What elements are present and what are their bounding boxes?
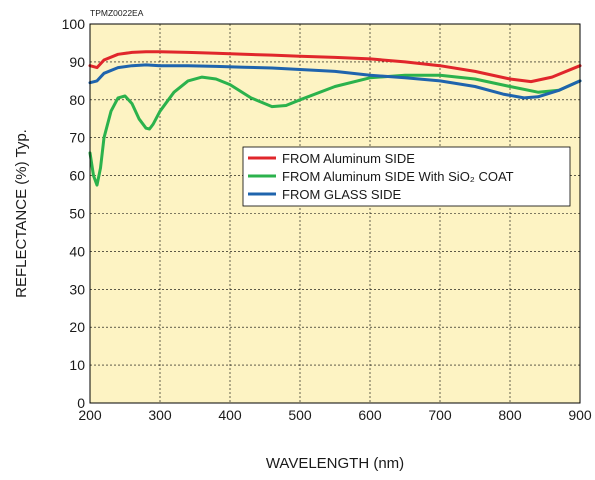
legend: FROM Aluminum SIDE FROM Aluminum SIDE Wit… [242, 146, 571, 207]
y-tick-label: 90 [69, 54, 85, 70]
x-tick-label: 300 [148, 407, 172, 423]
x-tick-label: 200 [78, 407, 102, 423]
legend-label: FROM GLASS SIDE [282, 187, 402, 202]
y-tick-label: 80 [69, 92, 85, 108]
x-tick-label: 600 [358, 407, 382, 423]
legend-label: FROM Aluminum SIDE [282, 151, 415, 166]
x-tick-label: 900 [568, 407, 592, 423]
y-tick-label: 10 [69, 357, 85, 373]
plot-frame [89, 23, 581, 404]
series-line-0 [88, 50, 582, 84]
x-tick-label: 500 [288, 407, 312, 423]
y-tick-label: 20 [69, 319, 85, 335]
y-tick-label: 30 [69, 281, 85, 297]
series-line-2 [88, 63, 582, 100]
y-tick-label: 40 [69, 243, 85, 259]
tick-labels: 200 300 400 500 600 700 800 900 0 10 20 30 40 50 60 70 8… [62, 16, 592, 423]
x-tick-label: 800 [498, 407, 522, 423]
y-tick-label: 50 [69, 206, 85, 222]
y-tick-label: 60 [69, 168, 85, 184]
y-tick-label: 0 [77, 395, 85, 411]
legend-label: FROM Aluminum SIDE With SiO₂ COAT [282, 169, 514, 184]
y-tick-label: 70 [69, 130, 85, 146]
y-tick-label: 100 [62, 16, 86, 32]
grid-lines [90, 24, 580, 403]
x-tick-label: 700 [428, 407, 452, 423]
x-axis-title: WAVELENGTH (nm) [266, 455, 404, 472]
x-tick-label: 400 [218, 407, 242, 423]
y-axis-title: REFLECTANCE (%) Typ. [13, 129, 30, 298]
series-line-1 [88, 73, 582, 187]
legend-box [242, 146, 571, 207]
figure-code: TPMZ0022EA [90, 8, 144, 18]
series-lines [88, 50, 582, 187]
